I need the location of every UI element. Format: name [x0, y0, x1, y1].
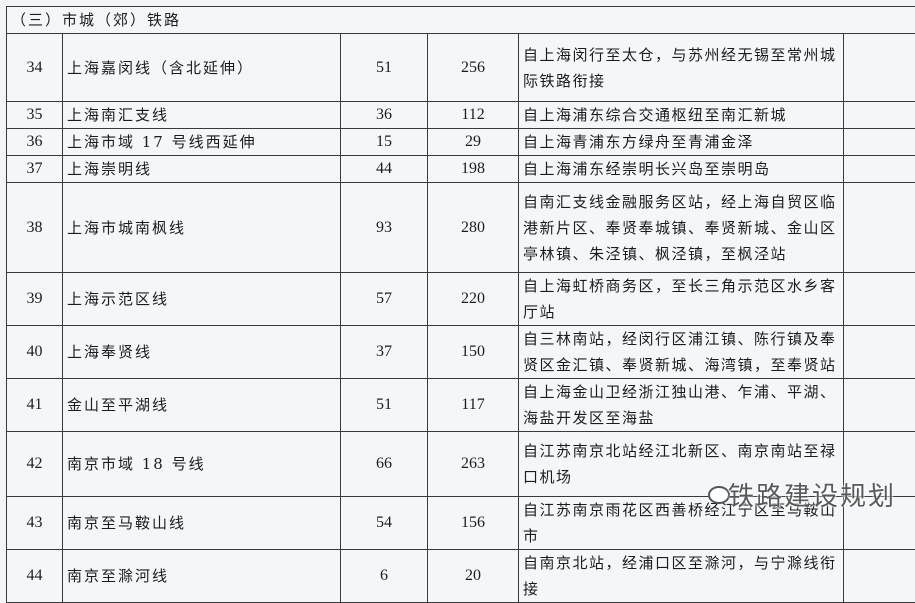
- remarks: [844, 379, 915, 432]
- line-name: 上海崇明线: [63, 156, 341, 183]
- route-description: 自上海金山卫经浙江独山港、乍浦、平湖、海盐开发区至海盐: [519, 379, 844, 432]
- line-name: 上海市域 17 号线西延伸: [63, 129, 341, 156]
- length-value: 93: [341, 183, 428, 273]
- line-name: 上海奉贤线: [63, 326, 341, 379]
- route-description: 自上海青浦东方绿舟至青浦金泽: [519, 129, 844, 156]
- line-name: 南京市域 18 号线: [63, 432, 341, 497]
- length-value: 57: [341, 273, 428, 326]
- length-value: 51: [341, 379, 428, 432]
- line-name: 上海嘉闵线（含北延伸）: [63, 34, 341, 102]
- length-value: 37: [341, 326, 428, 379]
- investment-value: 220: [428, 273, 519, 326]
- investment-value: 20: [428, 550, 519, 603]
- section-header-row: （三）市城（郊）铁路: [7, 7, 915, 34]
- investment-value: 263: [428, 432, 519, 497]
- remarks: [844, 129, 915, 156]
- length-value: 51: [341, 34, 428, 102]
- row-number: 43: [7, 497, 63, 550]
- row-number: 41: [7, 379, 63, 432]
- length-value: 66: [341, 432, 428, 497]
- route-description: 自三林南站，经闵行区浦江镇、陈行镇及奉贤区金汇镇、奉贤新城、海湾镇，至奉贤站: [519, 326, 844, 379]
- investment-value: 112: [428, 102, 519, 129]
- section-title: （三）市城（郊）铁路: [7, 7, 915, 34]
- remarks: [844, 183, 915, 273]
- length-value: 44: [341, 156, 428, 183]
- length-value: 36: [341, 102, 428, 129]
- investment-value: 280: [428, 183, 519, 273]
- remarks: [844, 156, 915, 183]
- watermark: 铁路建设规划: [728, 476, 896, 513]
- investment-value: 256: [428, 34, 519, 102]
- route-description: 自南京北站，经浦口区至滁河，与宁滁线衔接: [519, 550, 844, 603]
- row-number: 35: [7, 102, 63, 129]
- remarks: [844, 326, 915, 379]
- row-number: 38: [7, 183, 63, 273]
- remarks: [844, 102, 915, 129]
- remarks: [844, 34, 915, 102]
- investment-value: 150: [428, 326, 519, 379]
- investment-value: 156: [428, 497, 519, 550]
- row-number: 34: [7, 34, 63, 102]
- row-number: 42: [7, 432, 63, 497]
- route-description: 自上海闵行至太仓，与苏州经无锡至常州城际铁路衔接: [519, 34, 844, 102]
- route-description: 自南汇支线金融服务区站，经上海自贸区临港新片区、奉贤奉城镇、奉贤新城、金山区亭林…: [519, 183, 844, 273]
- line-name: 南京至马鞍山线: [63, 497, 341, 550]
- length-value: 54: [341, 497, 428, 550]
- row-number: 44: [7, 550, 63, 603]
- line-name: 上海南汇支线: [63, 102, 341, 129]
- investment-value: 29: [428, 129, 519, 156]
- line-name: 金山至平湖线: [63, 379, 341, 432]
- route-description: 自上海浦东经崇明长兴岛至崇明岛: [519, 156, 844, 183]
- row-number: 40: [7, 326, 63, 379]
- row-number: 39: [7, 273, 63, 326]
- row-number: 37: [7, 156, 63, 183]
- length-value: 6: [341, 550, 428, 603]
- length-value: 15: [341, 129, 428, 156]
- route-description: 自上海浦东综合交通枢纽至南汇新城: [519, 102, 844, 129]
- line-name: 南京至滁河线: [63, 550, 341, 603]
- investment-value: 198: [428, 156, 519, 183]
- remarks: [844, 550, 915, 603]
- line-name: 上海市城南枫线: [63, 183, 341, 273]
- row-number: 36: [7, 129, 63, 156]
- route-description: 自上海虹桥商务区，至长三角示范区水乡客厅站: [519, 273, 844, 326]
- wechat-logo-icon: [708, 486, 730, 504]
- investment-value: 117: [428, 379, 519, 432]
- remarks: [844, 273, 915, 326]
- line-name: 上海示范区线: [63, 273, 341, 326]
